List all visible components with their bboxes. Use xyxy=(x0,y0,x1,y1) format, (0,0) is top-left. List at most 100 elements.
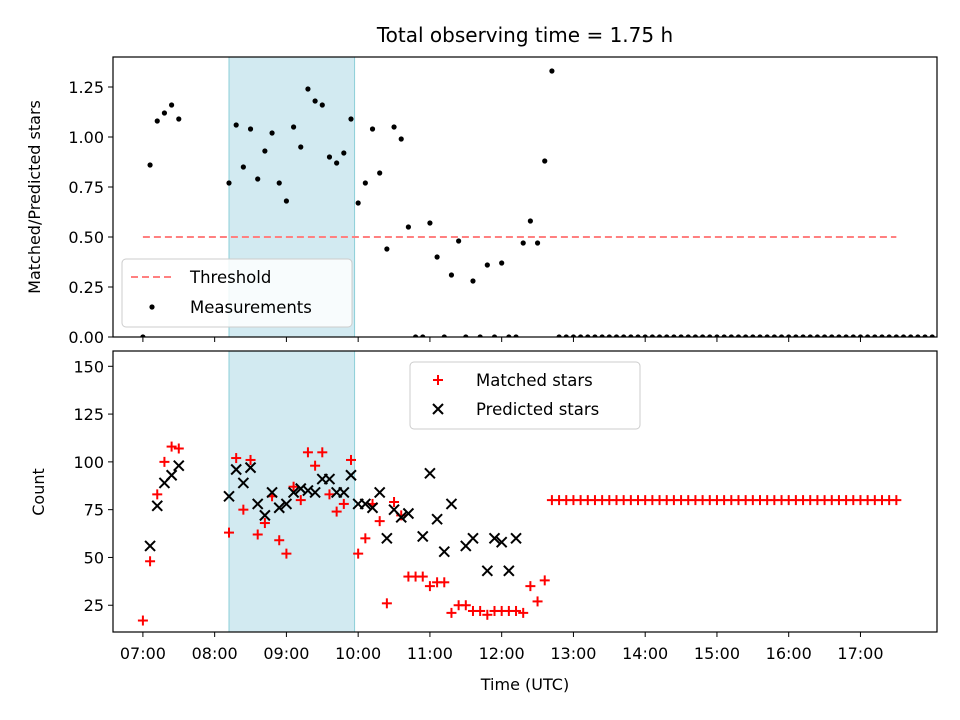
bottom-matched-point xyxy=(145,556,156,567)
top-measurement-point xyxy=(355,200,361,206)
top-measurement-point xyxy=(664,334,670,337)
bottom-predicted-point xyxy=(445,498,458,510)
bottom-predicted-point xyxy=(359,498,372,510)
top-measurement-point xyxy=(549,68,555,74)
top-measurement-point xyxy=(233,122,239,128)
top-measurement-point xyxy=(226,180,232,186)
top-y-axis-label: Matched/Predicted stars xyxy=(25,100,44,294)
top-measurement-point xyxy=(685,334,691,337)
bottom-predicted-point xyxy=(237,477,250,489)
top-measurement-point xyxy=(434,254,440,260)
bottom-matched-point xyxy=(417,571,428,582)
legend-measurements-swatch xyxy=(149,304,155,310)
bottom-x-tick-label: 08:00 xyxy=(192,644,238,663)
top-measurement-point xyxy=(161,110,168,116)
bottom-matched-point xyxy=(152,489,163,500)
top-measurement-point xyxy=(176,116,182,122)
top-measurement-point xyxy=(326,154,333,160)
bottom-matched-point xyxy=(331,506,342,517)
bottom-y-tick-label: 125 xyxy=(73,405,104,424)
top-measurement-point xyxy=(477,334,483,337)
top-measurement-point xyxy=(585,334,591,337)
bottom-predicted-point xyxy=(424,467,436,480)
top-measurement-point xyxy=(369,126,376,132)
top-measurement-point xyxy=(764,334,770,337)
top-measurement-point xyxy=(649,334,655,337)
bottom-matched-point xyxy=(238,504,249,515)
top-measurement-point xyxy=(642,334,648,337)
bottom-matched-point xyxy=(539,575,550,586)
bottom-y-tick-label: 25 xyxy=(84,596,104,615)
bottom-predicted-point xyxy=(252,498,264,510)
bottom-predicted-point xyxy=(495,536,508,548)
top-axes-frame xyxy=(112,56,938,338)
bottom-matched-point xyxy=(360,533,371,544)
top-measurement-point xyxy=(699,334,706,337)
top-measurement-point xyxy=(377,170,383,176)
bottom-x-tick-label: 09:00 xyxy=(263,644,309,663)
bottom-predicted-point xyxy=(223,490,235,502)
bottom-matched-point xyxy=(532,596,543,607)
bottom-predicted-point xyxy=(323,473,336,485)
legend-matched-swatch xyxy=(433,375,443,385)
bottom-matched-point xyxy=(324,489,335,500)
top-measurement-point xyxy=(635,334,641,337)
x-axis-label: Time (UTC) xyxy=(480,675,569,694)
top-y-tick-label: 0.75 xyxy=(68,178,104,197)
top-measurement-point xyxy=(334,160,340,166)
bottom-x-tick-label: 07:00 xyxy=(120,644,166,663)
top-measurement-point xyxy=(821,334,828,337)
bottom-predicted-point xyxy=(309,486,321,499)
chart-title: Total observing time = 1.75 h xyxy=(376,23,673,47)
bottom-predicted-point xyxy=(488,532,501,545)
top-measurement-point xyxy=(613,334,620,337)
top-measurement-point xyxy=(298,144,304,150)
top-measurement-point xyxy=(793,334,799,337)
bottom-predicted-point xyxy=(366,502,379,514)
top-measurement-point xyxy=(621,334,627,337)
bottom-predicted-point xyxy=(173,459,185,472)
top-measurement-point xyxy=(592,334,598,337)
top-measurement-point xyxy=(606,334,612,337)
top-measurement-point xyxy=(843,334,849,337)
top-y-tick-label: 0.00 xyxy=(68,328,104,347)
top-measurement-point xyxy=(743,334,749,337)
bottom-matched-point xyxy=(374,516,385,527)
legend-predicted-swatch xyxy=(432,403,444,415)
top-measurement-point xyxy=(786,334,792,337)
top-measurement-point xyxy=(578,334,584,337)
legend-predicted-label: Predicted stars xyxy=(476,400,599,419)
top-measurement-point xyxy=(814,334,821,337)
bottom-matched-point xyxy=(482,609,493,620)
bottom-predicted-point xyxy=(395,511,407,524)
top-measurement-point xyxy=(484,262,490,268)
bottom-x-tick-label: 12:00 xyxy=(479,644,525,663)
bottom-predicted-point xyxy=(438,546,450,558)
top-y-tick-label: 0.25 xyxy=(68,278,104,297)
bottom-matched-point xyxy=(446,607,457,618)
bottom-axes-frame xyxy=(112,350,938,633)
top-measurement-point xyxy=(656,334,663,337)
top-measurement-point xyxy=(800,334,806,337)
top-measurement-point xyxy=(262,148,268,154)
top-measurement-point xyxy=(915,334,921,337)
bottom-x-tick-label: 13:00 xyxy=(550,644,596,663)
bottom-predicted-point xyxy=(510,532,522,545)
bottom-predicted-point xyxy=(338,486,350,499)
bottom-matched-point xyxy=(525,581,536,592)
top-measurement-point xyxy=(169,102,175,108)
bottom-matched-point xyxy=(381,598,392,609)
bottom-matched-point xyxy=(166,441,177,452)
top-measurement-point xyxy=(563,334,569,337)
top-measurement-point xyxy=(290,124,297,130)
top-y-tick-label: 1.00 xyxy=(68,128,104,147)
top-measurement-point xyxy=(255,176,261,182)
bottom-y-tick-label: 150 xyxy=(73,357,104,376)
bottom-y-axis-label: Count xyxy=(29,468,48,516)
bottom-matched-point xyxy=(396,510,407,521)
top-measurement-point xyxy=(735,334,742,337)
bottom-predicted-point xyxy=(481,565,494,577)
top-measurement-point xyxy=(872,334,878,337)
bottom-matched-point xyxy=(460,600,471,611)
